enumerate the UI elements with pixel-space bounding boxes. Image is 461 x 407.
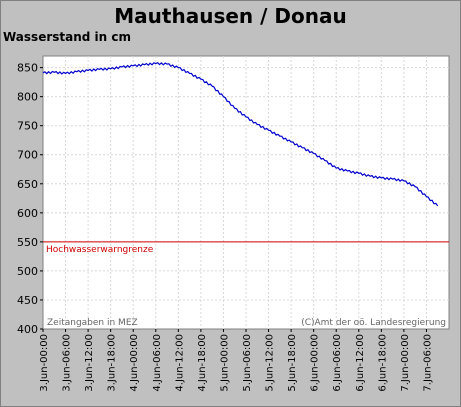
y-tick-label: 750 [17, 120, 38, 133]
warning-threshold-label: Hochwasserwarngrenze [46, 245, 154, 255]
x-tick-label: 5.Jun-18:00 [287, 334, 298, 392]
x-tick-label: 5.Jun-06:00 [242, 334, 253, 392]
x-tick-label: 7.Jun-00:00 [400, 334, 411, 392]
x-tick-label: 3.Jun-18:00 [107, 334, 118, 392]
grid-lines [43, 56, 449, 329]
y-tick-label: 850 [17, 62, 38, 75]
x-tick-label: 3.Jun-06:00 [62, 334, 73, 392]
y-ticks: 400 450 500 550 600 650 700 750 800 850 [17, 62, 43, 336]
x-tick-label: 6.Jun-18:00 [377, 334, 388, 392]
y-tick-label: 500 [17, 265, 38, 278]
x-tick-label: 6.Jun-00:00 [310, 334, 321, 392]
y-axis-label: Wasserstand in cm [3, 30, 131, 44]
y-tick-label: 700 [17, 149, 38, 162]
copyright-note: (C)Amt der oö. Landesregierung [301, 318, 446, 328]
x-tick-label: 7.Jun-06:00 [422, 334, 433, 392]
y-tick-label: 550 [17, 236, 38, 249]
y-tick-label: 800 [17, 91, 38, 104]
series-line-water-level [42, 61, 439, 207]
x-tick-label: 6.Jun-06:00 [332, 334, 343, 392]
x-tick-label: 5.Jun-00:00 [219, 334, 230, 392]
x-tick-label: 4.Jun-06:00 [152, 334, 163, 392]
x-tick-label: 6.Jun-12:00 [355, 334, 366, 392]
x-tick-label: 5.Jun-12:00 [265, 334, 276, 392]
x-ticks: 3.Jun-00:00 3.Jun-06:00 3.Jun-12:00 3.Jun-1… [39, 329, 433, 392]
y-tick-label: 450 [17, 294, 38, 307]
y-tick-label: 600 [17, 207, 38, 220]
x-tick-label: 4.Jun-12:00 [174, 334, 185, 392]
y-tick-label: 400 [17, 323, 38, 336]
chart-title: Mauthausen / Donau [114, 4, 347, 28]
x-tick-label: 3.Jun-00:00 [39, 334, 50, 392]
y-tick-label: 650 [17, 178, 38, 191]
x-tick-label: 3.Jun-12:00 [84, 334, 95, 392]
x-tick-label: 4.Jun-00:00 [129, 334, 140, 392]
time-zone-note: Zeitangaben in MEZ [47, 318, 138, 328]
x-tick-label: 4.Jun-18:00 [197, 334, 208, 392]
